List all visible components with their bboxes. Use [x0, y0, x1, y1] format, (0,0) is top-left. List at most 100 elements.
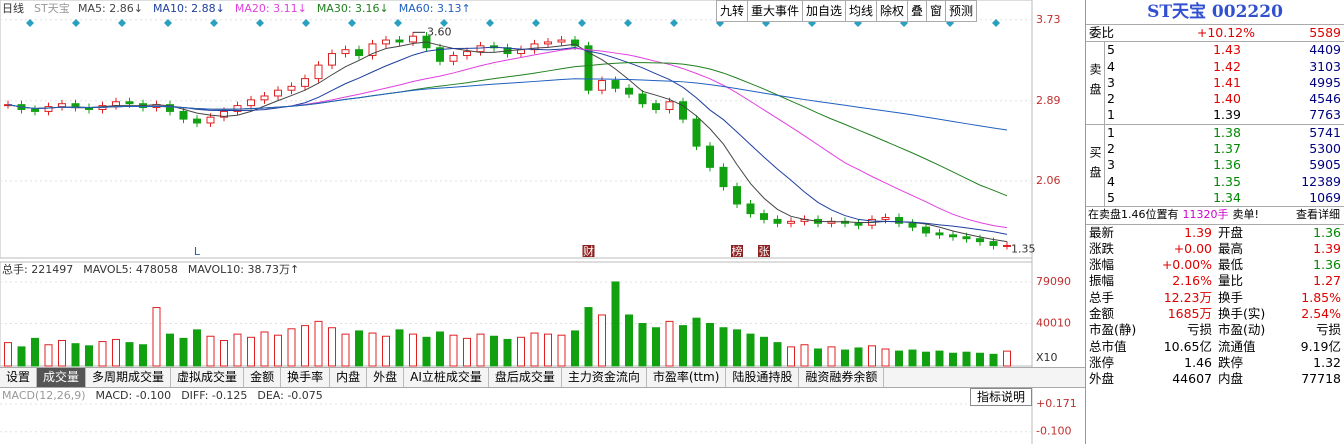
volume: 1069 [1309, 189, 1341, 205]
marker-label: 张 [759, 245, 770, 258]
candle [220, 110, 228, 118]
volume-bar [287, 328, 296, 367]
candle [449, 54, 458, 62]
candle [949, 234, 957, 238]
volume-bar [71, 343, 80, 367]
volume-bar [152, 307, 161, 367]
volume-bar [989, 353, 998, 367]
ma-label: MA10: 2.88↓ [153, 2, 225, 15]
volume-header: 总手: 221497 [2, 262, 73, 276]
toolbar-button[interactable]: 均线 [845, 0, 878, 22]
macd-header: MACD(12,26,9) [2, 389, 86, 402]
stat-value: +0.00 [1173, 240, 1212, 256]
book-row: 5 1.43 4409 [1105, 42, 1344, 58]
event-diamond [26, 19, 34, 27]
stat-value: 77718 [1301, 371, 1341, 387]
stat-label: 市盈(静) [1089, 322, 1137, 338]
event-diamond [210, 19, 218, 27]
volume-header: MAVOL10: 38.73万↑ [188, 263, 299, 276]
tab[interactable]: 外盘 [367, 368, 405, 387]
volume-bar [908, 349, 917, 367]
level: 3 [1107, 157, 1115, 173]
toolbar-button[interactable]: 预测 [945, 0, 978, 22]
volume-bar [773, 342, 782, 367]
tab[interactable]: 陆股通持股 [726, 368, 800, 387]
toolbar-button[interactable]: 九转 [716, 0, 749, 22]
volume: 5741 [1309, 124, 1341, 140]
volume: 5905 [1309, 157, 1341, 173]
candle [436, 47, 444, 62]
stat-value: 2.16% [1172, 273, 1212, 289]
stat-row: 涨跌 +0.00 最高 1.39 [1086, 241, 1344, 257]
level: 4 [1107, 58, 1115, 74]
y-tick-label: 3.73 [1036, 13, 1061, 26]
candle [679, 101, 687, 120]
ma-line [7, 48, 1008, 229]
tab[interactable]: 融资融券余额 [799, 368, 885, 387]
candle [544, 41, 552, 45]
marker-label: 榜 [732, 244, 743, 258]
tab[interactable]: 盘后成交量 [489, 368, 562, 387]
ma-line [7, 78, 1008, 131]
volume-bar [4, 342, 12, 367]
book-row: 3 1.36 5905 [1105, 157, 1344, 173]
help-button[interactable]: 指标说明 [970, 388, 1033, 406]
book-row: 4 1.42 3103 [1105, 59, 1344, 75]
candle [206, 116, 215, 124]
book-side: 卖盘 5 1.43 4409 4 1.42 3103 3 1.41 4995 2 1.40 4546 1 1… [1086, 42, 1344, 124]
volume-bar [800, 344, 809, 367]
tab[interactable]: 成交量 [37, 368, 87, 387]
book-row: 2 1.40 4546 [1105, 91, 1344, 107]
stock-name: ST天宝 [34, 1, 70, 15]
tab[interactable]: 多周期成交量 [86, 368, 172, 387]
toolbar-button[interactable]: 重大事件 [747, 0, 804, 22]
stat-label: 市盈(动) [1218, 322, 1266, 338]
price: 1.34 [1213, 189, 1241, 205]
stat-value: +0.00% [1161, 257, 1212, 273]
tab[interactable]: 虚拟成交量 [171, 368, 245, 387]
tab[interactable]: 市盈率(ttm) [647, 368, 727, 387]
price: 1.36 [1213, 157, 1241, 173]
volume-bar [274, 334, 282, 367]
tab[interactable]: 内盘 [330, 368, 368, 387]
macd-header: DEA: -0.075 [257, 389, 322, 402]
candle [665, 101, 674, 110]
candle [557, 39, 566, 43]
price: 1.42 [1213, 58, 1241, 74]
volume: 4546 [1309, 91, 1341, 107]
volume-bar [652, 327, 660, 367]
candle [854, 222, 863, 226]
toolbar-button[interactable]: 加自选 [802, 0, 847, 22]
toolbar-button[interactable]: 除权 [876, 0, 909, 22]
stat-row: 振幅 2.16% 量比 1.27 [1086, 273, 1344, 289]
tab[interactable]: 主力资金流向 [562, 368, 647, 387]
y-tick-label: 2.06 [1036, 174, 1061, 187]
order-book: 卖盘 5 1.43 4409 4 1.42 3103 3 1.41 4995 2 1.40 4546 1 1… [1086, 42, 1344, 207]
volume-bar [422, 336, 431, 367]
volume-bar [44, 344, 53, 367]
volume-bar [436, 331, 444, 367]
detail-link[interactable]: 查看详细 [1296, 208, 1340, 222]
tab[interactable]: AI立桩成交量 [404, 368, 489, 387]
tab[interactable]: 金额 [244, 368, 282, 387]
candle [274, 89, 282, 97]
tab[interactable]: 设置 [0, 368, 38, 387]
volume-bar [301, 325, 309, 367]
candle [368, 43, 377, 56]
toolbar-button[interactable]: 窗 [926, 0, 947, 22]
candle [760, 213, 768, 220]
volume-bar [98, 341, 107, 367]
volume-bar [31, 337, 39, 367]
volume-bar [166, 333, 174, 367]
toolbar-button[interactable]: 叠 [907, 0, 928, 22]
level: 3 [1107, 74, 1115, 90]
stat-value: 1685万 [1167, 306, 1212, 322]
volume-bar [112, 338, 120, 367]
y-tick-label: +0.171 [1036, 397, 1077, 410]
tab[interactable]: 换手率 [281, 368, 331, 387]
marker-label: 财 [583, 244, 594, 258]
volume-bar [827, 346, 836, 367]
candle [611, 80, 620, 89]
volume-bar [328, 327, 336, 367]
volume-bar [247, 336, 255, 367]
